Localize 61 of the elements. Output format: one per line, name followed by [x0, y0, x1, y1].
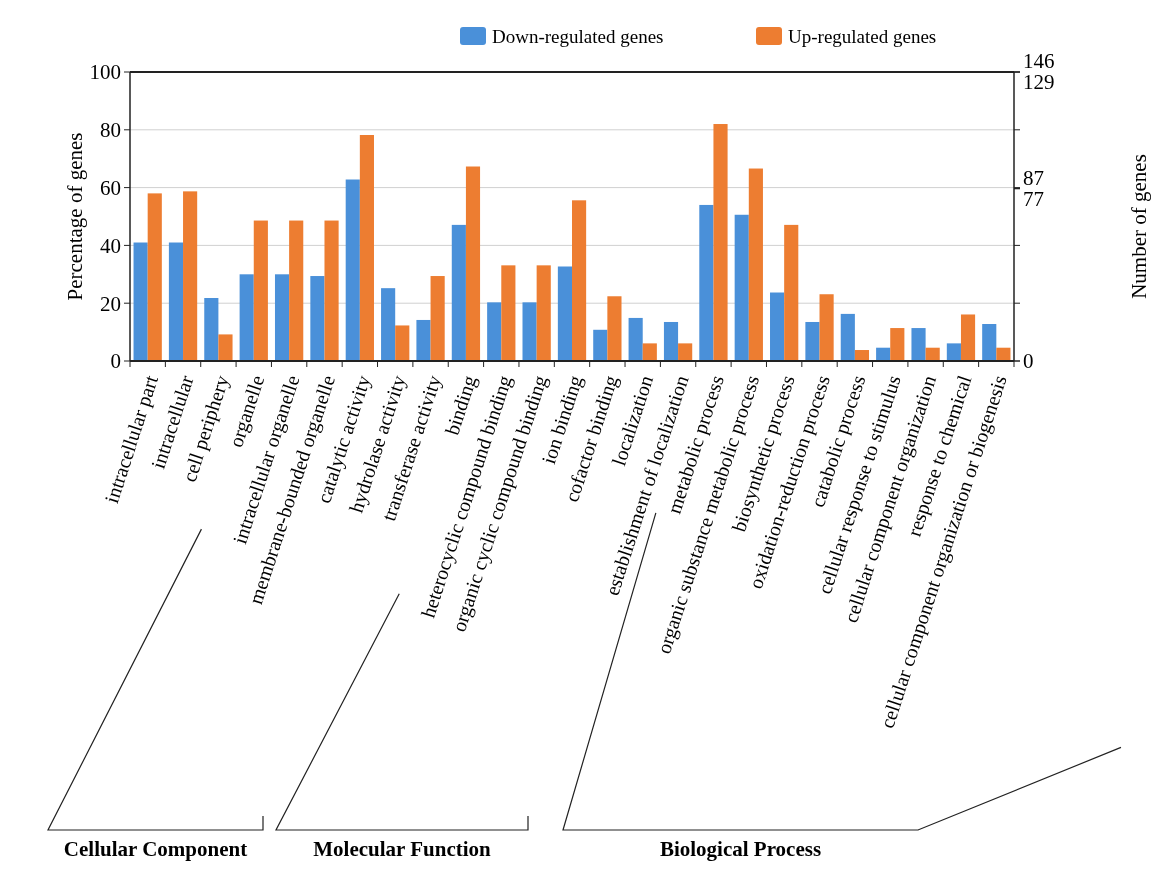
bar [911, 328, 926, 361]
bar [960, 314, 976, 361]
bar [310, 276, 325, 361]
bar [324, 220, 339, 361]
bar [133, 242, 148, 361]
bar [642, 343, 657, 361]
bar [359, 135, 374, 361]
bar [239, 274, 254, 361]
bar [572, 200, 587, 361]
bar [395, 325, 410, 361]
bar [501, 265, 516, 361]
bar [678, 343, 693, 361]
bar [628, 317, 643, 361]
bar [274, 274, 290, 361]
bar [819, 294, 834, 361]
bar [840, 313, 855, 361]
bar [204, 298, 219, 361]
bar [699, 204, 714, 361]
bar [536, 265, 551, 361]
bar [748, 168, 763, 361]
y-tick-label: 0 [110, 349, 121, 374]
text: Biological Process [659, 837, 822, 861]
bar [416, 319, 431, 361]
bar [854, 350, 870, 361]
bar [946, 343, 961, 361]
bar [593, 329, 608, 361]
y-tick-label: 40 [100, 233, 121, 258]
y-tick-label: 20 [100, 291, 121, 316]
bar [381, 288, 396, 361]
bar [982, 324, 997, 361]
bar [289, 220, 304, 361]
bar [890, 328, 905, 361]
bar [805, 321, 820, 361]
bar [253, 220, 268, 361]
bar [345, 179, 360, 361]
y-axis-title: Percentage of genes [63, 132, 87, 301]
y-tick-label: 100 [89, 60, 121, 85]
bar [218, 334, 233, 361]
bar [522, 302, 537, 361]
y2-axis-title: Number of genes [1127, 154, 1151, 299]
bar [713, 124, 728, 361]
bar [451, 224, 466, 361]
bar [784, 224, 799, 361]
bar [465, 166, 481, 361]
bar [487, 302, 502, 361]
text: Cellular Component [63, 837, 248, 861]
bar [183, 191, 198, 361]
bar [168, 242, 184, 361]
y-tick-label: 80 [100, 118, 121, 143]
bar [663, 321, 679, 361]
y-tick-label: 60 [100, 175, 121, 200]
bar [770, 292, 785, 361]
legend-label: Up-regulated genes [788, 25, 937, 47]
bar [557, 266, 572, 361]
bar [607, 296, 622, 361]
bar [734, 214, 749, 361]
bar [147, 193, 162, 361]
y2-tick-label: 0 [1023, 349, 1034, 374]
text: Molecular Function [313, 837, 492, 861]
bar [430, 276, 445, 361]
legend-label: Down-regulated genes [492, 25, 664, 47]
